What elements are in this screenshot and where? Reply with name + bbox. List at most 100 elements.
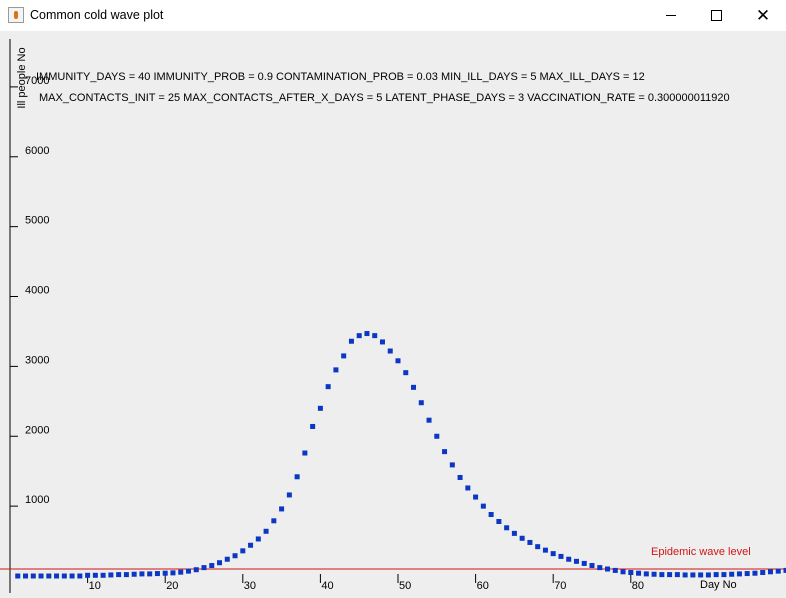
- data-point: [155, 571, 160, 576]
- data-point: [372, 333, 377, 338]
- data-point: [558, 554, 563, 559]
- data-point: [225, 557, 230, 562]
- maximize-button[interactable]: [693, 0, 739, 31]
- y-tick-label: 7000: [25, 75, 49, 87]
- data-point: [636, 571, 641, 576]
- x-tick-label: 10: [89, 580, 101, 592]
- data-point: [698, 572, 703, 577]
- data-point: [108, 572, 113, 577]
- close-icon: ✕: [756, 7, 770, 24]
- data-point: [326, 384, 331, 389]
- data-point: [256, 536, 261, 541]
- data-point: [101, 573, 106, 578]
- window-title: Common cold wave plot: [30, 8, 163, 22]
- minimize-icon: [666, 15, 676, 16]
- data-point: [349, 339, 354, 344]
- data-point: [442, 449, 447, 454]
- data-point: [411, 385, 416, 390]
- data-point: [287, 492, 292, 497]
- data-point: [706, 572, 711, 577]
- data-point: [752, 571, 757, 576]
- data-point: [737, 571, 742, 576]
- y-tick-label: 5000: [25, 215, 49, 227]
- y-tick-label: 4000: [25, 285, 49, 297]
- data-point: [450, 462, 455, 467]
- data-point: [574, 559, 579, 564]
- data-point: [512, 531, 517, 536]
- data-point: [264, 529, 269, 534]
- data-point: [652, 572, 657, 577]
- data-point: [760, 570, 765, 575]
- data-point: [279, 506, 284, 511]
- data-point: [170, 570, 175, 575]
- data-point: [163, 571, 168, 576]
- x-tick-label: 50: [399, 580, 411, 592]
- data-point: [318, 406, 323, 411]
- data-point: [85, 573, 90, 578]
- data-point: [667, 572, 672, 577]
- y-tick-label: 3000: [25, 354, 49, 366]
- java-cup-icon: [8, 7, 24, 23]
- data-point: [240, 548, 245, 553]
- data-point: [621, 569, 626, 574]
- data-point: [419, 400, 424, 405]
- data-point: [310, 424, 315, 429]
- data-point: [302, 451, 307, 456]
- data-point: [396, 358, 401, 363]
- x-tick-label: 40: [321, 580, 333, 592]
- x-tick-label: 60: [477, 580, 489, 592]
- data-point: [605, 567, 610, 572]
- y-tick-label: 6000: [25, 145, 49, 157]
- epidemic-level-label: Epidemic wave level: [651, 546, 751, 558]
- data-point: [597, 565, 602, 570]
- data-point: [473, 495, 478, 500]
- data-point: [659, 572, 664, 577]
- x-axis-label: Day No: [700, 579, 737, 591]
- minimize-button[interactable]: [648, 0, 694, 31]
- data-point: [62, 574, 67, 579]
- data-point: [535, 544, 540, 549]
- data-point: [683, 572, 688, 577]
- data-point: [458, 475, 463, 480]
- close-button[interactable]: ✕: [740, 0, 786, 31]
- maximize-icon: [711, 10, 722, 21]
- data-point: [209, 563, 214, 568]
- data-point: [233, 553, 238, 558]
- data-point: [690, 572, 695, 577]
- x-tick-label: 20: [166, 580, 178, 592]
- data-point: [194, 567, 199, 572]
- data-point: [15, 574, 20, 579]
- data-point: [714, 572, 719, 577]
- data-point: [520, 536, 525, 541]
- data-point: [543, 548, 548, 553]
- x-tick-label: 30: [244, 580, 256, 592]
- data-point: [427, 418, 432, 423]
- data-point: [132, 572, 137, 577]
- x-tick-label: 80: [632, 580, 644, 592]
- data-point: [217, 560, 222, 565]
- data-point: [628, 570, 633, 575]
- x-tick-label: 70: [554, 580, 566, 592]
- data-point: [54, 574, 59, 579]
- data-point: [31, 574, 36, 579]
- data-point: [644, 571, 649, 576]
- data-point: [675, 572, 680, 577]
- data-point: [729, 572, 734, 577]
- data-point: [776, 569, 781, 574]
- data-point: [551, 551, 556, 556]
- data-point: [341, 353, 346, 358]
- data-point: [504, 525, 509, 530]
- data-point: [380, 339, 385, 344]
- data-point: [496, 519, 501, 524]
- data-point: [489, 512, 494, 517]
- data-point: [147, 571, 152, 576]
- data-point: [23, 574, 28, 579]
- data-point: [333, 367, 338, 372]
- data-point: [178, 570, 183, 575]
- data-point: [403, 370, 408, 375]
- data-point: [582, 561, 587, 566]
- data-point: [70, 574, 75, 579]
- title-bar[interactable]: Common cold wave plot ✕: [0, 0, 786, 31]
- data-point: [46, 574, 51, 579]
- data-point: [186, 569, 191, 574]
